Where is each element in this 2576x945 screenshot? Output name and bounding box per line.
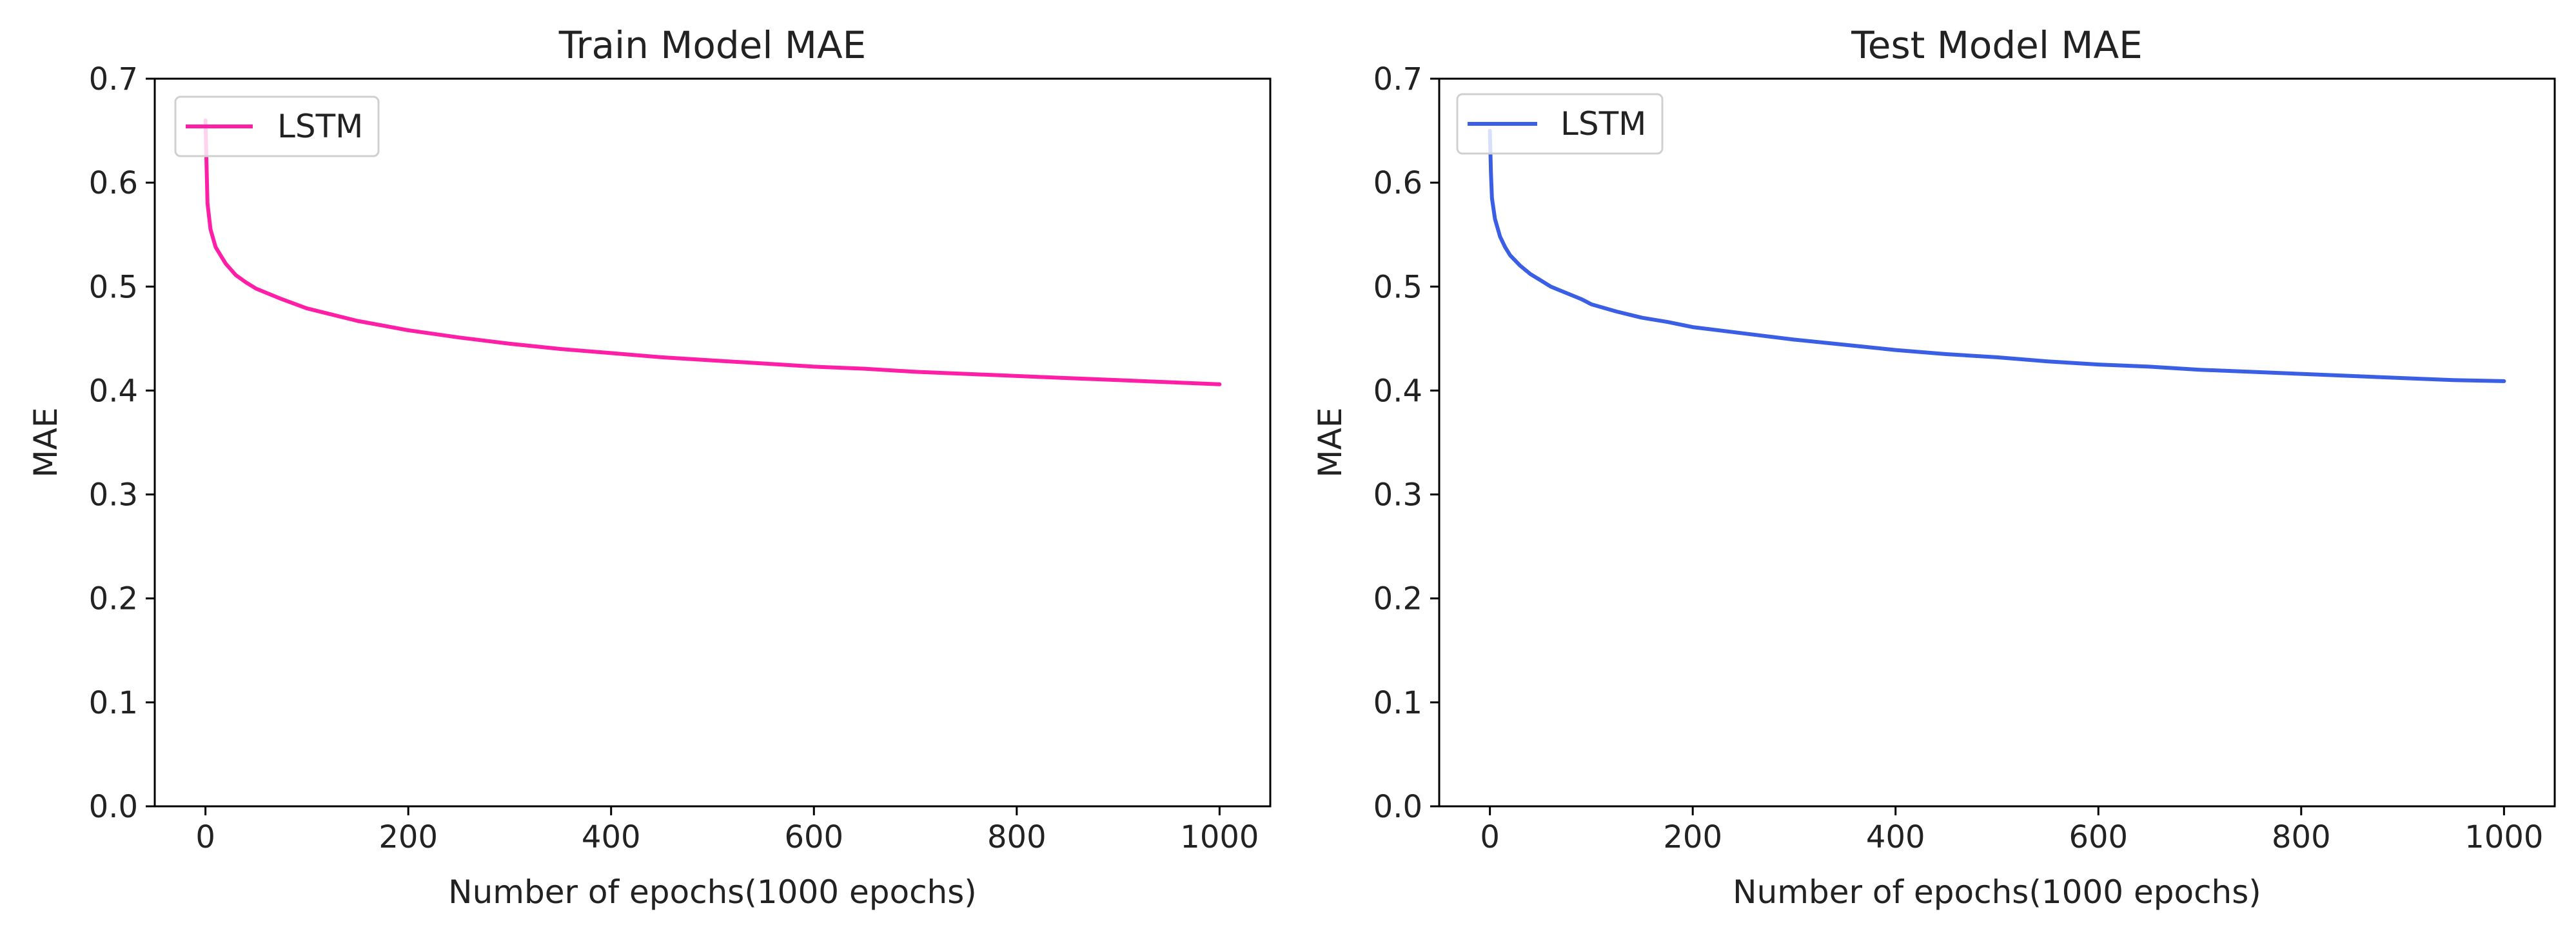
test-y-tick-label: 0.4 bbox=[1373, 373, 1422, 409]
train-y-tick-label: 0.5 bbox=[89, 269, 138, 305]
test-x-tick-label: 800 bbox=[2272, 819, 2331, 855]
train-series-layer bbox=[203, 118, 1222, 386]
test-legend-box bbox=[1456, 93, 1664, 155]
train-x-tick-label: 200 bbox=[379, 819, 438, 855]
test-series-line-lstm bbox=[1488, 128, 2506, 383]
test-series-layer bbox=[1488, 128, 2506, 383]
test-y-tick-label: 0.7 bbox=[1373, 61, 1422, 97]
train-legend-label: LSTM bbox=[277, 108, 363, 145]
train-y-tick-label: 0.2 bbox=[89, 581, 138, 617]
test-y-tick-label: 0.3 bbox=[1373, 477, 1422, 513]
train-x-ticks: 0 200 400 600 800 1000 bbox=[195, 806, 1259, 855]
test-y-tick-label: 0.5 bbox=[1373, 269, 1422, 305]
train-x-tick-label: 0 bbox=[195, 819, 215, 855]
test-y-axis-label: MAE bbox=[1312, 408, 1349, 478]
train-legend-box bbox=[174, 95, 380, 157]
test-x-ticks: 0 200 400 600 800 1000 bbox=[1480, 806, 2543, 855]
test-x-axis-label: Number of epochs(1000 epochs) bbox=[1733, 873, 2261, 911]
test-y-tick-label: 0.1 bbox=[1373, 685, 1422, 721]
test-y-tick-label: 0.2 bbox=[1373, 581, 1422, 617]
train-chart-title: Train Model MAE bbox=[558, 23, 867, 67]
test-x-tick-label: 0 bbox=[1480, 819, 1500, 855]
test-legend: LSTM bbox=[1456, 93, 1664, 155]
train-y-tick-label: 0.0 bbox=[89, 789, 138, 825]
test-legend-label: LSTM bbox=[1560, 105, 1646, 143]
train-mae-chart: 0 200 400 600 800 1000 0.00.10.20.30.40.50.60… bbox=[27, 23, 1272, 911]
test-x-tick-label: 1000 bbox=[2464, 819, 2543, 855]
train-y-ticks: 0.0 0.1 0.2 0.3 0.4 0.5 0.6 0.7 bbox=[89, 61, 155, 825]
test-y-tick-label: 0.0 bbox=[1373, 789, 1422, 825]
train-y-tick-label: 0.6 bbox=[89, 165, 138, 201]
test-x-tick-label: 600 bbox=[2069, 819, 2128, 855]
test-y-ticks: 0.0 0.1 0.2 0.3 0.4 0.5 0.6 0.7 bbox=[1373, 61, 1439, 825]
train-series-line-lstm bbox=[203, 118, 1222, 386]
test-mae-chart: 0 200 400 600 800 1000 0.00.10.20.30.40.50.60… bbox=[1312, 23, 2556, 911]
train-x-tick-label: 400 bbox=[582, 819, 641, 855]
train-x-tick-label: 800 bbox=[987, 819, 1047, 855]
train-x-tick-label: 600 bbox=[784, 819, 843, 855]
train-y-tick-label: 0.1 bbox=[89, 685, 138, 721]
train-y-tick-label: 0.7 bbox=[89, 61, 138, 97]
train-y-tick-label: 0.4 bbox=[89, 373, 138, 409]
train-y-axis-label: MAE bbox=[27, 408, 64, 478]
test-y-tick-label: 0.6 bbox=[1373, 165, 1422, 201]
test-x-tick-label: 400 bbox=[1866, 819, 1925, 855]
train-x-tick-label: 1000 bbox=[1180, 819, 1259, 855]
train-legend: LSTM bbox=[174, 95, 380, 157]
train-x-axis-label: Number of epochs(1000 epochs) bbox=[448, 873, 977, 911]
test-x-tick-label: 200 bbox=[1663, 819, 1722, 855]
test-chart-title: Test Model MAE bbox=[1851, 23, 2143, 67]
test-plot-area bbox=[1438, 77, 2556, 808]
train-plot-area bbox=[153, 77, 1272, 808]
train-y-tick-label: 0.3 bbox=[89, 477, 138, 513]
